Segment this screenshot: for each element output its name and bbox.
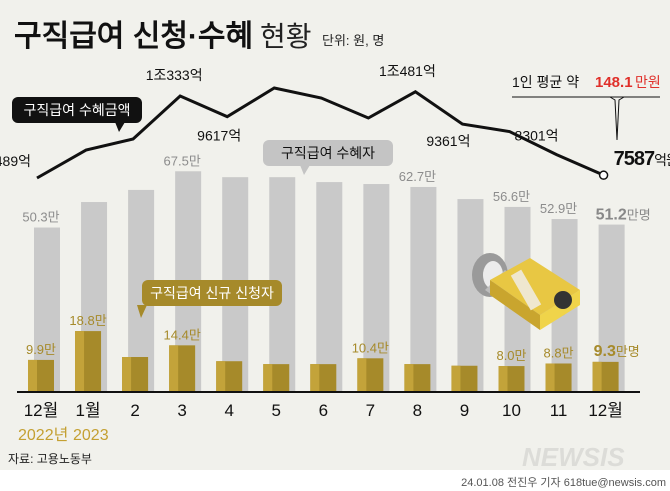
average-value: 148.1 — [595, 74, 633, 91]
applicants-label: 18.8만 — [69, 313, 106, 328]
amount-label: 7587억원 — [614, 148, 670, 170]
average-prefix: 1인 평균 약 — [512, 74, 579, 90]
title-sub: 현황 — [260, 21, 312, 52]
x-tick-label: 3 — [177, 401, 186, 420]
credit-line: 24.01.08 전진우 기자 618tue@newsis.com — [461, 476, 666, 489]
newsis-watermark: NEWSIS — [522, 442, 625, 472]
applicants-bar-highlight — [357, 358, 367, 392]
title-main: 구직급여 신청·수혜 — [14, 20, 253, 53]
average-unit: 만원 — [635, 74, 661, 90]
recipients-label: 56.6만 — [493, 189, 530, 204]
x-tick-label: 9 — [460, 401, 469, 420]
x-tick-labels: 12월 1월 2 3 4 5 6 7 8 9 10 11 12월 2022년 2023 — [18, 401, 623, 444]
amount-label: 9617억 — [197, 128, 241, 144]
applicants-bar-highlight — [216, 361, 226, 392]
year-label-2022: 2022년 — [18, 426, 68, 444]
recipients-bar — [363, 184, 390, 392]
applicants-bars — [28, 331, 619, 392]
applicants-bar-highlight — [404, 364, 414, 392]
amount-line — [36, 86, 609, 180]
source-note: 자료: 고용노동부 — [8, 452, 92, 466]
applicants-label: 10.4만 — [352, 340, 389, 355]
x-tick-label: 1월 — [75, 401, 100, 420]
legend-amount: 구직급여 수혜금액 — [24, 102, 131, 118]
x-tick-label: 11 — [550, 401, 568, 420]
applicants-bar-highlight — [451, 365, 461, 392]
applicants-bar-highlight — [592, 361, 602, 392]
amount-label: 1조481억 — [379, 63, 436, 79]
recipients-label-unit: 만명 — [627, 208, 651, 223]
applicants-label: 8.0만 — [496, 348, 526, 363]
applicants-bar-highlight — [28, 359, 37, 392]
recipients-label: 52.9만 — [540, 201, 577, 216]
amount-label: 9361억 — [426, 133, 470, 149]
x-tick-label: 8 — [413, 401, 422, 420]
amount-label: 1조333억 — [146, 67, 203, 83]
amount-label-unit: 억원 — [654, 152, 670, 168]
legend-recipients: 구직급여 수혜자 — [281, 145, 375, 161]
amount-series-line — [36, 86, 605, 180]
legend-applicants-callout: 구직급여 신규 신청자 — [137, 280, 282, 318]
x-tick-label: 12월 — [588, 401, 623, 420]
applicants-bar-highlight — [75, 331, 85, 392]
recipients-label: 51.2만명 — [596, 207, 651, 224]
x-tick-label: 10 — [502, 401, 521, 420]
x-tick-label: 5 — [272, 401, 281, 420]
recipients-label: 62.7만 — [399, 169, 436, 184]
legend-applicants: 구직급여 신규 신청자 — [150, 285, 274, 301]
amount-end-marker — [598, 170, 609, 180]
legend-recipients-callout: 구직급여 수혜자 — [263, 140, 393, 175]
x-tick-label: 12월 — [24, 401, 59, 420]
applicants-label-unit: 만명 — [616, 344, 640, 359]
money-bundle-illustration — [472, 253, 580, 330]
legend-amount-callout: 구직급여 수혜금액 — [12, 97, 142, 132]
year-label-2023: 2023 — [73, 427, 109, 444]
unit-label: 단위: 원, 명 — [322, 33, 384, 48]
applicants-label: 14.4만 — [164, 327, 201, 342]
data-labels: 50.3만 9.9만 18.8만 67.5만 14.4만 10.4만 62.7만 56.6만 8… — [0, 63, 670, 363]
applicants-label: 9.3만명 — [594, 343, 640, 360]
recipients-bar — [410, 186, 437, 392]
average-annotation: 1인 평균 약 148.1 만원 — [512, 74, 661, 141]
applicants-label: 8.8만 — [544, 345, 574, 360]
amount-label: 7489억 — [0, 153, 31, 169]
x-tick-label: 6 — [319, 401, 328, 420]
x-tick-label: 2 — [130, 401, 139, 420]
applicants-bar-highlight — [310, 364, 320, 392]
applicants-bar-highlight — [545, 363, 555, 392]
recipients-label: 67.5만 — [164, 153, 201, 168]
applicants-bar-highlight — [169, 345, 179, 392]
recipients-bar — [457, 199, 484, 392]
recipients-bar — [316, 182, 343, 392]
applicants-bar-highlight — [263, 364, 273, 392]
recipients-label: 50.3만 — [22, 210, 59, 225]
applicants-bar-highlight — [122, 357, 132, 392]
amount-label: 8301억 — [515, 128, 559, 144]
x-tick-label: 7 — [366, 401, 375, 420]
applicants-bar-highlight — [498, 366, 508, 392]
x-tick-label: 4 — [224, 401, 233, 420]
applicants-label: 9.9만 — [26, 342, 56, 357]
